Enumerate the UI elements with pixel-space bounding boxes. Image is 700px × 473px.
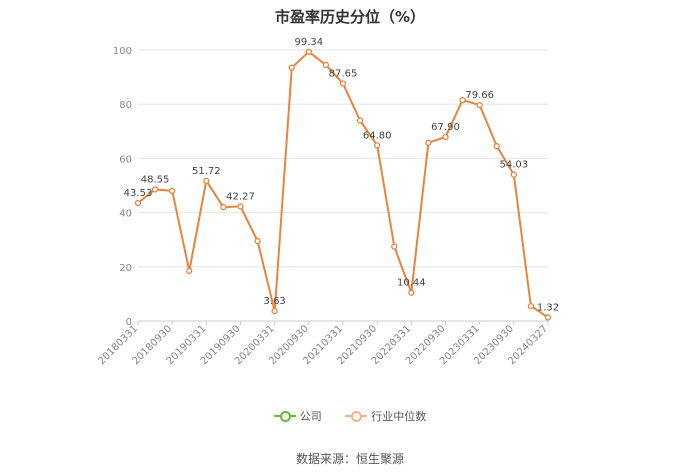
data-label: 43.53	[124, 188, 153, 199]
data-point	[271, 308, 278, 315]
data-point	[339, 80, 347, 87]
data-point	[305, 48, 312, 55]
data-point	[391, 243, 398, 250]
data-point	[493, 143, 500, 150]
data-point	[169, 187, 176, 195]
data-point	[425, 139, 432, 146]
data-label: 54.03	[500, 160, 529, 171]
data-label: 64.80	[363, 130, 392, 141]
legend-item-industry-median[interactable]: 行业中位数	[345, 408, 426, 424]
data-point	[254, 237, 261, 245]
y-tick-label: 40	[119, 209, 132, 220]
data-point	[288, 64, 295, 71]
legend-industry-marker-icon	[345, 410, 368, 422]
source-note: 数据来源：恒生聚源	[295, 452, 404, 466]
y-tick-label: 20	[119, 263, 132, 274]
data-point	[476, 101, 483, 109]
y-tick-label: 80	[119, 100, 132, 111]
data-label: 3.63	[264, 296, 286, 307]
legend-item-company[interactable]: 公司	[273, 408, 322, 424]
data-label: 10.44	[397, 278, 426, 289]
data-label: 48.55	[141, 174, 170, 185]
data-point	[151, 186, 159, 193]
data-label: 79.66	[465, 90, 494, 101]
legend-company-label: 公司	[299, 410, 322, 423]
data-label: 99.34	[295, 37, 324, 48]
data-point	[237, 203, 244, 210]
data-label: 67.90	[431, 122, 460, 133]
data-label: 51.72	[192, 166, 221, 177]
chart-legend: 公司 行业中位数	[0, 408, 700, 425]
data-point	[134, 199, 142, 207]
data-point	[203, 177, 210, 184]
data-label: 87.65	[329, 68, 358, 79]
data-point	[442, 133, 449, 141]
data-point	[527, 302, 535, 310]
y-tick-label: 60	[119, 154, 132, 165]
data-label: 42.27	[226, 191, 255, 202]
data-label: 1.32	[537, 302, 559, 313]
y-tick-label: 100	[113, 46, 132, 57]
pe-percentile-chart: 0204060801002018033120180930201903312019…	[96, 37, 559, 367]
data-point	[186, 267, 193, 275]
data-point	[374, 142, 381, 149]
data-point	[510, 171, 517, 178]
data-point	[408, 289, 415, 296]
data-point	[544, 314, 552, 321]
chart-title: 市盈率历史分位（%）	[274, 8, 426, 26]
data-point	[459, 96, 466, 104]
legend-industry-label: 行业中位数	[371, 410, 427, 423]
data-point	[322, 61, 330, 69]
data-point	[356, 117, 364, 124]
data-point	[220, 204, 227, 211]
legend-company-marker-icon	[273, 410, 296, 422]
y-tick-label: 0	[126, 317, 132, 328]
